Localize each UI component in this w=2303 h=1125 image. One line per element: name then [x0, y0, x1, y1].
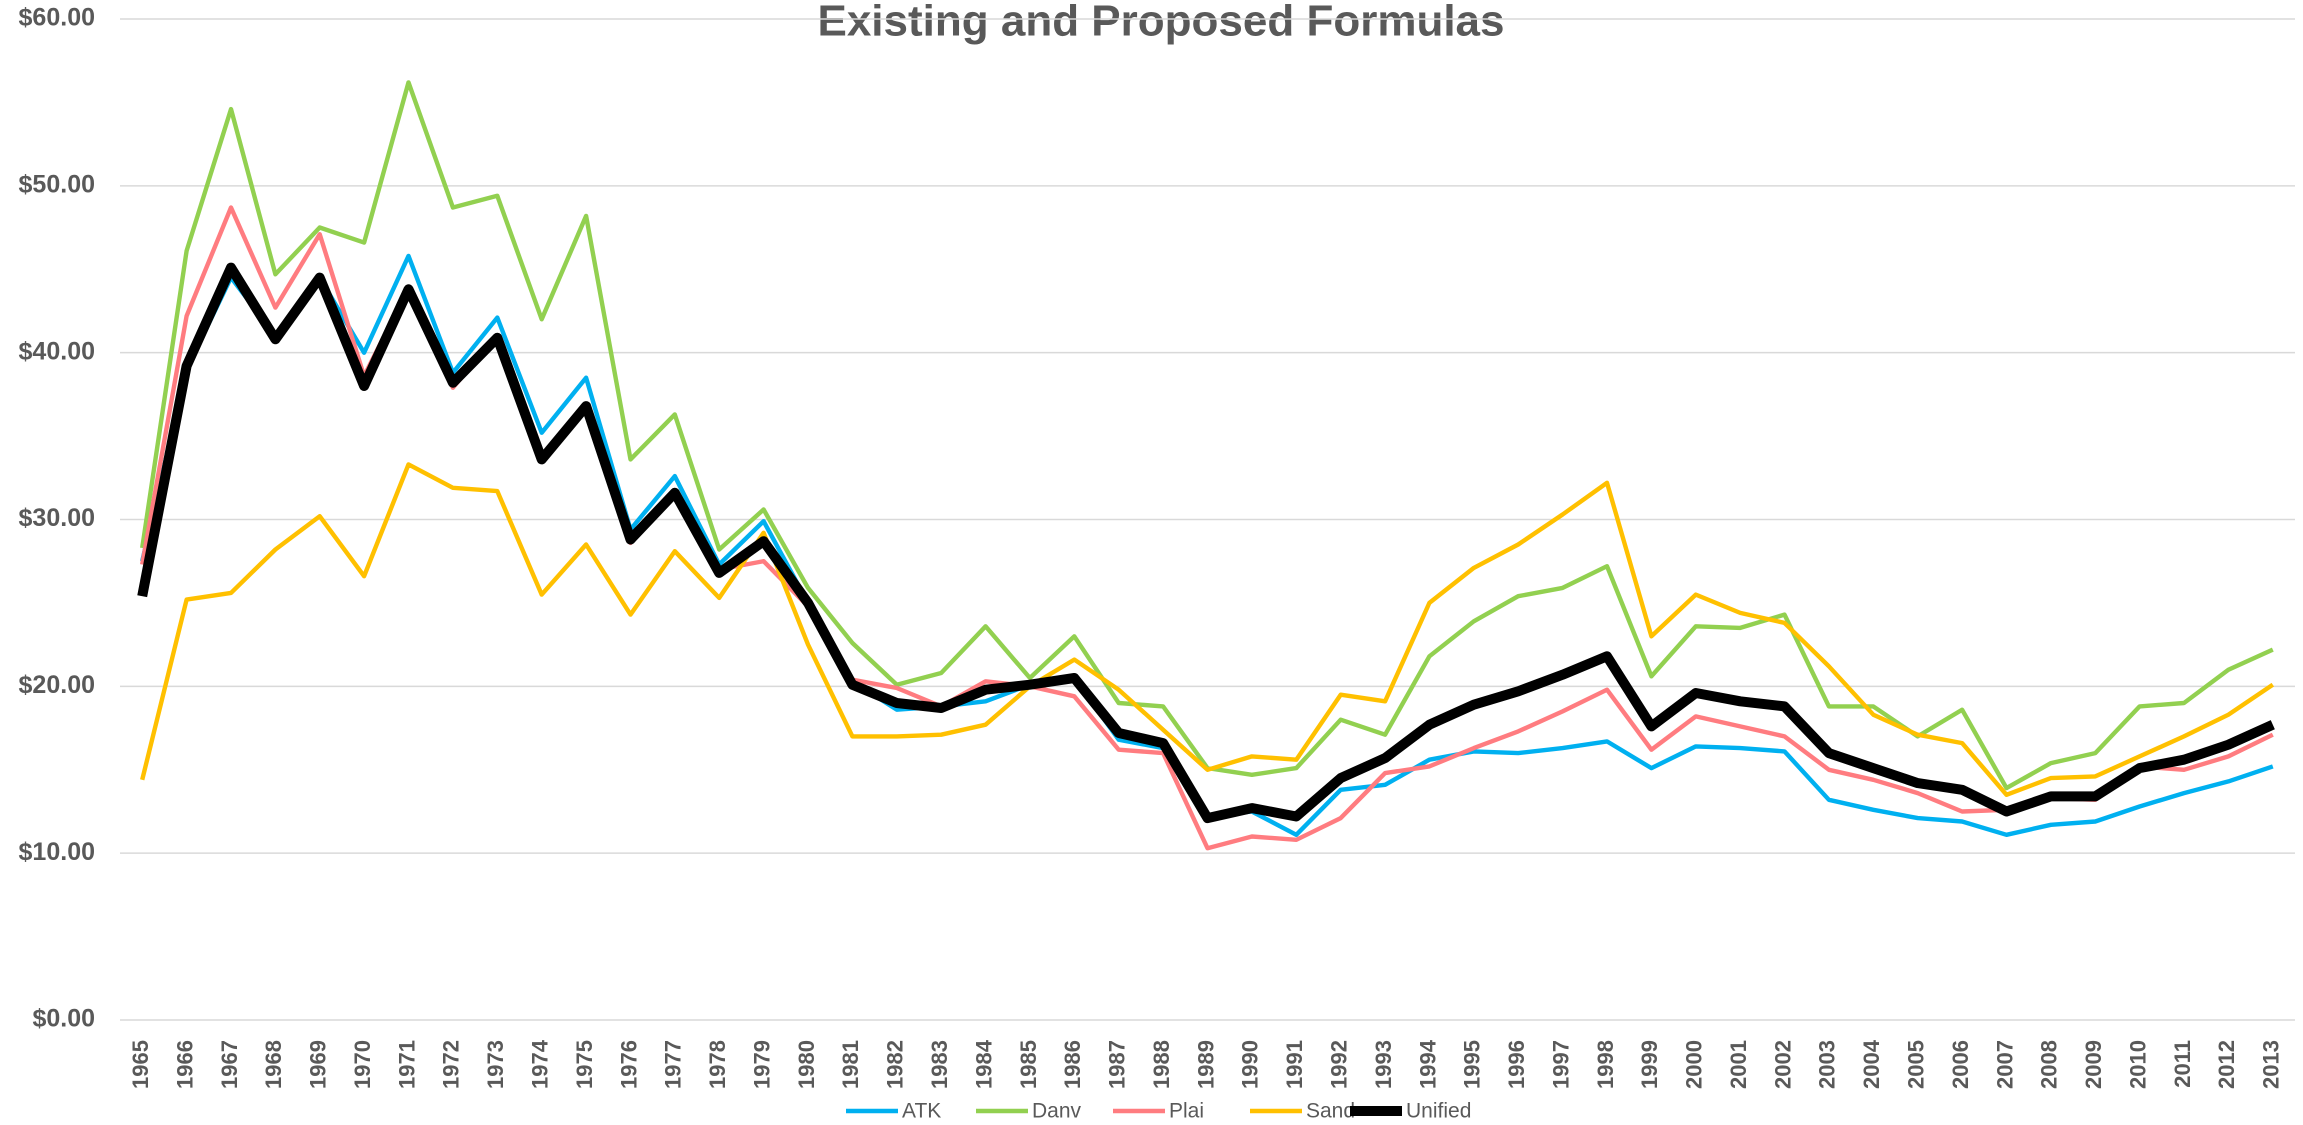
chart-title: Existing and Proposed Formulas — [817, 0, 1504, 46]
x-tick-label: 1997 — [1548, 1040, 1573, 1089]
series-line — [140, 80, 2274, 791]
series-line — [137, 262, 2275, 824]
legend-label: Sand — [1306, 1100, 1355, 1123]
x-tick-label: 2008 — [2037, 1040, 2062, 1089]
x-tick-label: 1977 — [661, 1040, 686, 1089]
x-tick-label: 1996 — [1504, 1040, 1529, 1089]
x-tick-label: 1969 — [306, 1040, 331, 1089]
x-tick-label: 1998 — [1593, 1040, 1618, 1089]
y-tick-label: $60.00 — [19, 4, 95, 32]
x-tick-label: 1973 — [483, 1040, 508, 1089]
x-tick-label: 1967 — [217, 1040, 242, 1089]
x-tick-label: 1993 — [1371, 1040, 1396, 1089]
x-tick-label: 1978 — [705, 1040, 730, 1089]
legend-label: Unified — [1406, 1100, 1471, 1123]
x-tick-label: 1994 — [1415, 1039, 1440, 1089]
x-tick-label: 1988 — [1149, 1040, 1174, 1089]
x-tick-label: 2004 — [1859, 1039, 1884, 1089]
x-tick-label: 2005 — [1904, 1040, 1929, 1089]
x-tick-label: 2011 — [2170, 1040, 2195, 1088]
x-tick-label: 1975 — [572, 1040, 597, 1089]
x-tick-label: 2007 — [1992, 1040, 2017, 1089]
x-tick-label: 2001 — [1726, 1040, 1751, 1089]
x-tick-label: 1991 — [1282, 1040, 1307, 1089]
x-tick-label: 1976 — [616, 1040, 641, 1089]
x-tick-label: 2003 — [1815, 1040, 1840, 1089]
x-tick-label: 1989 — [1193, 1040, 1218, 1089]
x-tick-label: 1984 — [971, 1039, 996, 1089]
x-tick-label: 1987 — [1105, 1040, 1130, 1089]
x-tick-label: 1990 — [1238, 1040, 1263, 1089]
legend-label: ATK — [902, 1100, 941, 1123]
x-tick-label: 2012 — [2214, 1040, 2239, 1089]
x-tick-label: 2006 — [1948, 1040, 1973, 1089]
x-tick-label: 1972 — [439, 1040, 464, 1089]
x-tick-label: 1981 — [838, 1040, 863, 1089]
x-tick-label: 1968 — [261, 1040, 286, 1089]
y-tick-label: $10.00 — [19, 838, 95, 866]
x-tick-label: 2009 — [2081, 1040, 2106, 1089]
x-tick-label: 1983 — [927, 1040, 952, 1089]
legend-label: Danv — [1032, 1100, 1082, 1123]
series-line — [140, 205, 2274, 851]
x-tick-label: 1966 — [172, 1040, 197, 1089]
x-tick-label: 1986 — [1060, 1040, 1085, 1089]
x-tick-label: 1980 — [794, 1040, 819, 1089]
y-tick-label: $50.00 — [19, 170, 95, 198]
x-tick-label: 1971 — [394, 1040, 419, 1089]
x-tick-label: 1974 — [527, 1039, 552, 1089]
x-tick-label: 1970 — [350, 1040, 375, 1089]
y-tick-label: $0.00 — [32, 1005, 95, 1033]
x-tick-label: 1999 — [1637, 1040, 1662, 1089]
x-tick-label: 2010 — [2125, 1040, 2150, 1089]
legend-label: Plai — [1169, 1100, 1204, 1123]
x-tick-label: 1982 — [883, 1040, 908, 1089]
x-tick-label: 2000 — [1682, 1040, 1707, 1089]
y-tick-label: $40.00 — [19, 337, 95, 365]
series-line — [140, 462, 2275, 797]
x-tick-label: 2013 — [2259, 1040, 2284, 1089]
x-tick-label: 2002 — [1770, 1040, 1795, 1089]
y-tick-label: $20.00 — [19, 671, 95, 699]
x-tick-label: 1979 — [749, 1040, 774, 1089]
x-tick-label: 1992 — [1326, 1040, 1351, 1089]
series-line — [140, 253, 2274, 837]
y-tick-label: $30.00 — [19, 504, 95, 532]
x-tick-label: 1985 — [1016, 1040, 1041, 1089]
x-tick-label: 1965 — [128, 1040, 153, 1089]
x-tick-label: 1995 — [1460, 1040, 1485, 1089]
grid — [120, 18, 2295, 1021]
